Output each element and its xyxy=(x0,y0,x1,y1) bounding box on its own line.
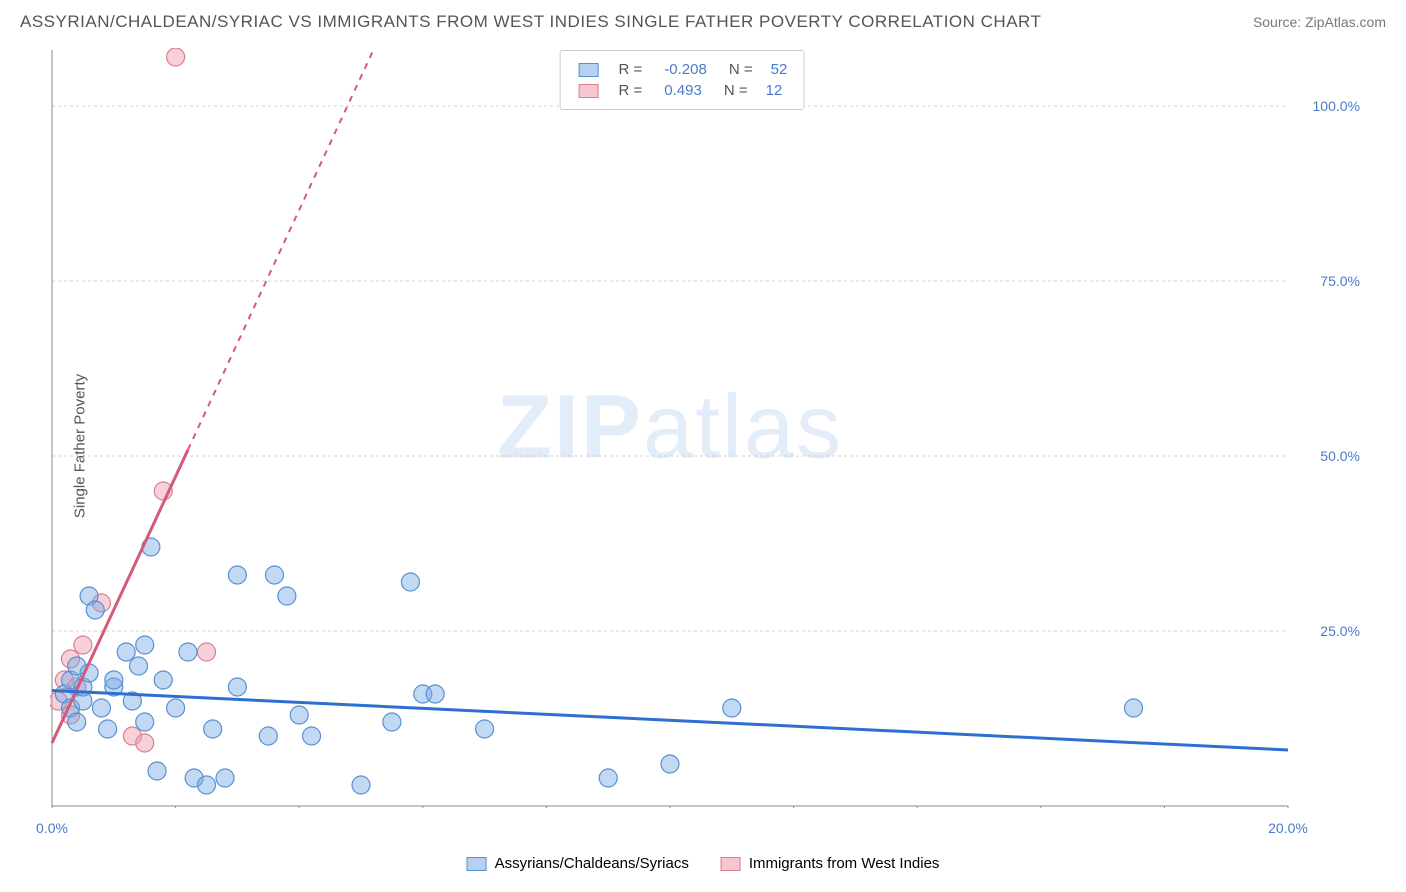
r-value: -0.208 xyxy=(656,59,715,80)
scatter-point-a xyxy=(92,699,110,717)
legend-label: Immigrants from West Indies xyxy=(749,855,940,872)
regression-line-dashed xyxy=(188,50,373,450)
scatter-point-a xyxy=(198,776,216,794)
n-label: N = xyxy=(725,59,757,80)
legend-item: Assyrians/Chaldeans/Syriacs xyxy=(467,855,689,872)
scatter-point-a xyxy=(179,643,197,661)
r-label: R = xyxy=(615,59,647,80)
regression-line-solid xyxy=(52,450,188,743)
y-tick-label: 75.0% xyxy=(1320,273,1360,289)
scatter-point-a xyxy=(204,720,222,738)
legend-swatch xyxy=(579,63,599,77)
y-tick-label: 50.0% xyxy=(1320,448,1360,464)
scatter-point-a xyxy=(599,769,617,787)
scatter-point-b xyxy=(198,643,216,661)
correlation-legend-row: R = -0.208 N = 52 xyxy=(573,59,792,80)
x-tick-label: 0.0% xyxy=(36,820,68,836)
chart-svg xyxy=(50,48,1290,808)
scatter-point-a xyxy=(723,699,741,717)
correlation-legend: R =-0.208N =52R =0.493N =12 xyxy=(560,50,805,110)
scatter-point-b xyxy=(167,48,185,66)
scatter-point-a xyxy=(136,636,154,654)
scatter-point-a xyxy=(278,587,296,605)
scatter-point-a xyxy=(68,713,86,731)
scatter-point-a xyxy=(1125,699,1143,717)
y-tick-label: 25.0% xyxy=(1320,623,1360,639)
bottom-legend: Assyrians/Chaldeans/Syriacs Immigrants fr… xyxy=(467,855,940,872)
scatter-point-a xyxy=(130,657,148,675)
scatter-point-a xyxy=(99,720,117,738)
chart-area: ZIPatlas 25.0%50.0%75.0%100.0% 0.0%20.0% xyxy=(50,48,1290,808)
scatter-point-a xyxy=(352,776,370,794)
scatter-point-a xyxy=(265,566,283,584)
legend-item: Immigrants from West Indies xyxy=(721,855,940,872)
legend-label: Assyrians/Chaldeans/Syriacs xyxy=(495,855,689,872)
scatter-point-a xyxy=(426,685,444,703)
r-value: 0.493 xyxy=(656,80,710,101)
legend-swatch xyxy=(579,84,599,98)
r-label: R = xyxy=(615,80,647,101)
scatter-point-a xyxy=(228,678,246,696)
scatter-point-a xyxy=(661,755,679,773)
correlation-legend-row: R = 0.493 N = 12 xyxy=(573,80,792,101)
legend-swatch xyxy=(721,857,741,871)
scatter-point-a xyxy=(401,573,419,591)
scatter-point-a xyxy=(154,671,172,689)
n-value: 52 xyxy=(767,59,792,80)
scatter-point-a xyxy=(476,720,494,738)
scatter-point-a xyxy=(303,727,321,745)
regression-line-solid xyxy=(52,691,1288,751)
scatter-point-a xyxy=(105,671,123,689)
scatter-point-a xyxy=(259,727,277,745)
scatter-point-a xyxy=(136,713,154,731)
source-label: Source: ZipAtlas.com xyxy=(1253,14,1386,30)
scatter-point-b xyxy=(136,734,154,752)
scatter-point-a xyxy=(290,706,308,724)
chart-title: ASSYRIAN/CHALDEAN/SYRIAC VS IMMIGRANTS F… xyxy=(20,12,1041,32)
scatter-point-a xyxy=(383,713,401,731)
x-tick-label: 20.0% xyxy=(1268,820,1308,836)
scatter-point-a xyxy=(228,566,246,584)
scatter-point-a xyxy=(86,601,104,619)
header-bar: ASSYRIAN/CHALDEAN/SYRIAC VS IMMIGRANTS F… xyxy=(20,12,1386,32)
n-label: N = xyxy=(720,80,752,101)
y-tick-label: 100.0% xyxy=(1313,98,1360,114)
n-value: 12 xyxy=(762,80,787,101)
scatter-point-a xyxy=(117,643,135,661)
scatter-point-a xyxy=(216,769,234,787)
legend-swatch xyxy=(467,857,487,871)
scatter-point-b xyxy=(74,636,92,654)
scatter-point-a xyxy=(148,762,166,780)
scatter-point-a xyxy=(167,699,185,717)
